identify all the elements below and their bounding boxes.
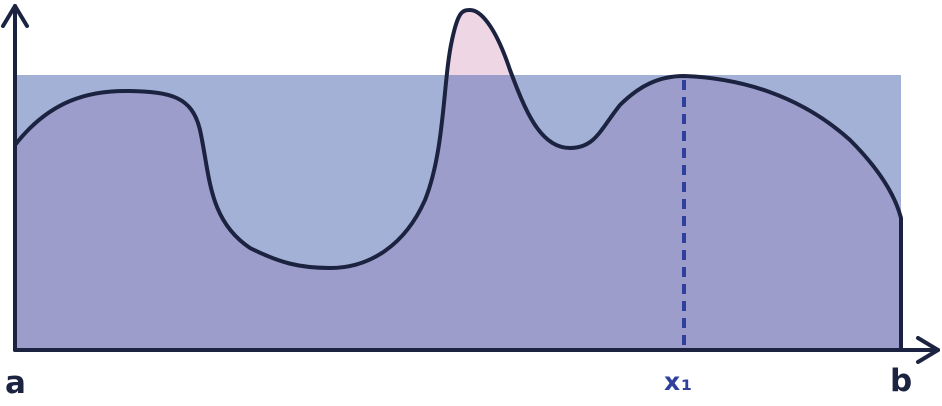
label-x1: x₁ [664, 367, 694, 396]
label-b: b [890, 363, 913, 399]
y-axis-arrowhead [1, 4, 29, 28]
axes [1, 4, 940, 364]
label-a: a [5, 365, 26, 401]
excess-area-above-mean [446, 10, 512, 75]
x-axis-arrowhead [916, 336, 940, 364]
function-curve [13, 8, 903, 350]
area-under-curve [15, 75, 901, 350]
